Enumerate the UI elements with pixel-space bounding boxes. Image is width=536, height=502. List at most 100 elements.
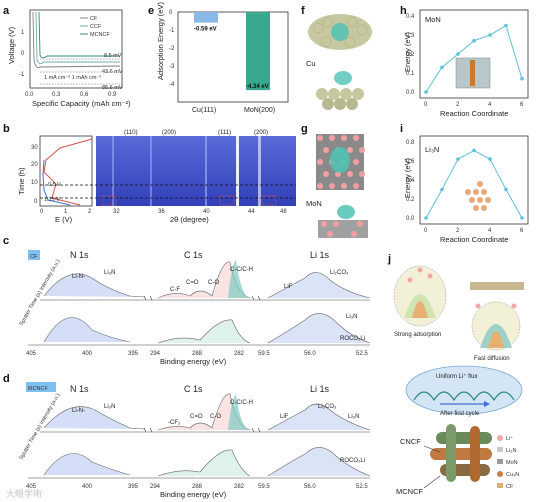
axis-break <box>143 427 153 433</box>
atom <box>481 205 487 211</box>
panel-g: g MoN <box>301 123 368 238</box>
xrd-peak-label: (200) <box>254 130 268 136</box>
n1s-top-spectrum <box>43 406 146 430</box>
atom <box>465 189 471 195</box>
ytick: 0.3 <box>406 33 415 39</box>
panel-a-axes <box>29 9 123 89</box>
mon-structure-inset <box>455 57 491 89</box>
atom <box>357 221 363 227</box>
panel-h-title: MoN <box>425 15 441 24</box>
panel-c-spectra <box>28 260 371 346</box>
tag-bg <box>28 250 40 260</box>
cu-slab-side-view <box>316 71 364 110</box>
panel-i-label: i <box>400 123 403 135</box>
panel-c-peak: Li-N- <box>72 274 85 280</box>
ytick: 0.2 <box>406 197 415 203</box>
atom <box>346 98 358 110</box>
li-ion <box>417 267 423 273</box>
panel-h-xlabel: Reaction Coordinate <box>440 109 508 118</box>
charge-density <box>331 23 349 41</box>
panel-a-ytick: -1 <box>19 72 25 78</box>
atom <box>485 197 491 203</box>
panel-b-xtick2: 40 <box>203 209 210 215</box>
legend-label: Li₃N <box>506 448 517 454</box>
panel-e-label: e <box>148 5 154 17</box>
panel-i-title: Li₃N <box>425 145 439 154</box>
c1s-bottom-spectrum <box>157 319 251 344</box>
axis-break <box>143 295 153 301</box>
panel-c-peak: Li₃N <box>346 314 357 320</box>
atom <box>347 171 353 177</box>
atom <box>353 183 359 189</box>
axis-break <box>251 295 261 301</box>
atom <box>323 147 329 153</box>
xrd-stripe <box>112 136 114 206</box>
energy-point <box>504 23 508 28</box>
xtick: 4 <box>488 102 492 108</box>
panel-a-ytick: 1 <box>21 30 25 36</box>
xtick: 6 <box>520 228 524 234</box>
xtick: 395 <box>128 351 139 357</box>
panel-i-axes <box>419 135 529 225</box>
panel-b: b Time (h) 30 20 10 0 0 1 2 E (V) 0.5 V … <box>3 123 296 224</box>
atom <box>473 205 479 211</box>
xtick: 2 <box>456 102 460 108</box>
c1s-main-peak <box>228 260 248 298</box>
atom <box>327 231 333 237</box>
panel-b-v2: 1.25 V <box>44 197 60 203</box>
panel-a-annot: 43.6 mV <box>102 69 123 75</box>
atom <box>356 24 368 36</box>
xtick: 282 <box>234 351 245 357</box>
panel-b-xtick: 0 <box>40 209 44 215</box>
panel-d-title-n1s: N 1s <box>70 384 89 394</box>
legend-label-mcncf: MCNCF <box>90 32 110 38</box>
panel-h-axes <box>419 9 529 99</box>
panel-c-peak: Li₂CO₃ <box>330 270 349 276</box>
panel-a-label: a <box>3 5 10 17</box>
mcncf-fiber-illustration <box>430 424 492 482</box>
panel-h-series <box>424 23 524 94</box>
panel-j-mcncf: MCNCF <box>396 487 423 496</box>
atom <box>322 98 334 110</box>
bar-Cu(111) <box>194 12 218 23</box>
voltage-trace-blue <box>42 159 71 206</box>
atom <box>317 159 323 165</box>
energy-point <box>488 33 492 37</box>
panel-b-xtick2: 48 <box>280 209 287 215</box>
charge-density <box>334 71 352 85</box>
bar-MoN(200) <box>246 12 270 91</box>
energy-point <box>504 187 508 192</box>
panel-d-peak: C-O <box>210 414 221 420</box>
energy-point <box>472 38 476 43</box>
xtick: 52.5 <box>356 351 368 357</box>
panel-j-fast: Fast diffusion <box>474 356 510 362</box>
panel-b-ytick: 0 <box>34 199 38 205</box>
panel-b-label: b <box>3 123 10 135</box>
energy-point <box>520 76 524 81</box>
panel-g-tag: MoN <box>306 199 322 208</box>
panel-d-spectra <box>28 393 371 479</box>
panel-g-label: g <box>301 123 308 135</box>
legend-label: MoN <box>506 460 518 466</box>
panel-h: h MoN Energy (eV) Reaction Coordinate 0.… <box>400 5 529 118</box>
ytick: 0.8 <box>406 140 415 146</box>
uniform-flux-illustration <box>405 365 523 415</box>
xtick: 395 <box>128 484 139 490</box>
ytick: 0.0 <box>406 90 415 96</box>
panel-c-xlabel: Binding energy (eV) <box>160 357 227 366</box>
xtick: 400 <box>82 351 93 357</box>
bar-data-label: -0.59 eV <box>194 27 217 33</box>
li3n-structure-inset <box>465 181 491 211</box>
xtick: 59.5 <box>258 484 270 490</box>
panel-d-peak: -CF₂ <box>168 420 181 426</box>
xrd-stripe <box>258 136 261 206</box>
atom <box>321 221 327 227</box>
atom <box>359 171 365 177</box>
atom <box>359 147 365 153</box>
panel-f-tag: Cu <box>306 59 316 68</box>
atom <box>469 197 475 203</box>
mon-slab-side-view <box>318 205 368 238</box>
fiber <box>436 432 492 444</box>
charge-density <box>330 147 350 173</box>
